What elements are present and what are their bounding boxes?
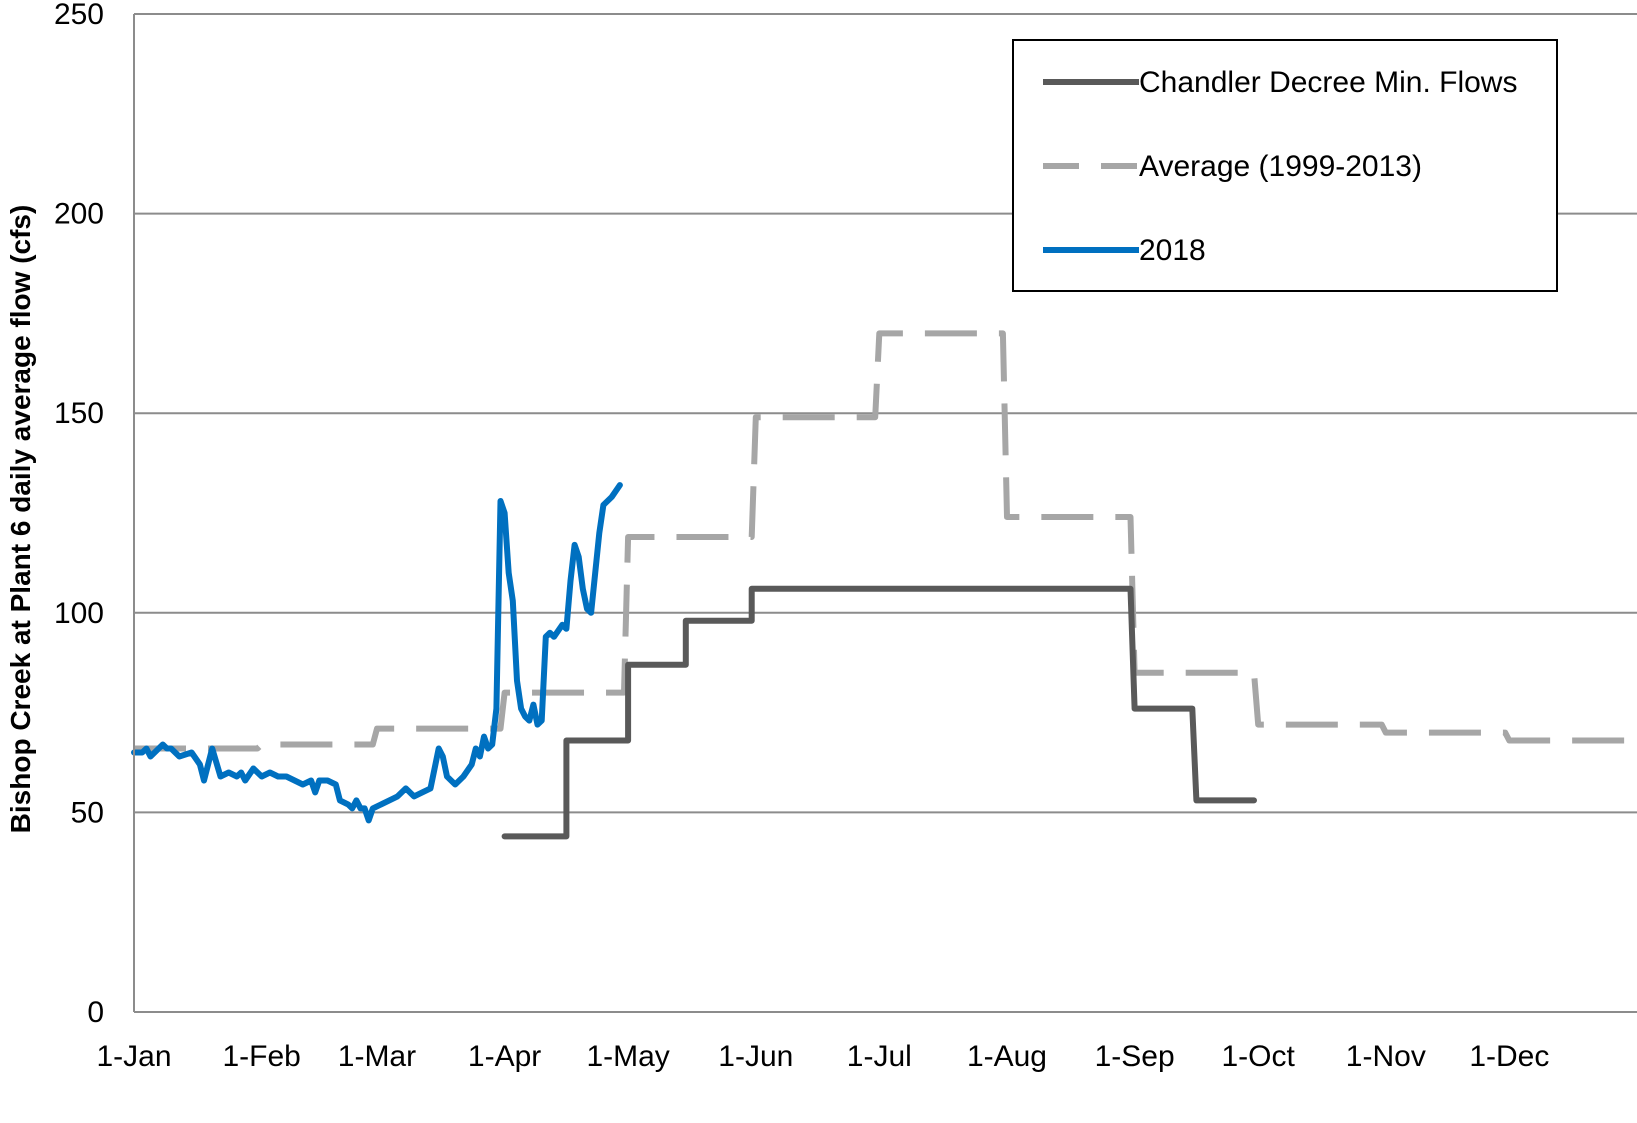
y-tick-label: 200 [54,198,104,231]
series-layer [131,330,1633,840]
x-tick-label: 1-Nov [1346,1040,1426,1073]
x-tick-label: 1-Feb [222,1040,300,1073]
x-tick-label: 1-Jan [96,1040,171,1073]
x-tick-label: 1-Jul [847,1040,912,1073]
series-line-1 [134,330,1633,752]
y-tick-label: 50 [71,796,104,829]
x-tick-label: 1-Mar [338,1040,416,1073]
x-tick-label: 1-Oct [1221,1040,1295,1073]
y-tick-label: 0 [87,996,104,1029]
legend: Chandler Decree Min. Flows Average (1999-… [1012,39,1558,292]
axes [133,14,1637,1013]
y-axis-title: Bishop Creek at Plant 6 daily average fl… [5,205,36,834]
x-tick-label: 1-Jun [718,1040,793,1073]
series-line-0 [501,585,1257,840]
x-tick-label: 1-Apr [468,1040,541,1073]
y-tick-label: 100 [54,597,104,630]
y-tick-label: 150 [54,397,104,430]
x-tick-label: 1-Aug [967,1040,1047,1073]
legend-label: 2018 [1139,234,1206,267]
x-tick-label: 1-Dec [1469,1040,1549,1073]
legend-label: Average (1999-2013) [1139,150,1422,183]
tick-labels: 0 50 100 150 200 250 1-Jan 1-Feb 1-Mar 1-Apr 1-May… [54,0,1549,1073]
series-line-2 [131,482,623,824]
x-tick-label: 1-Sep [1095,1040,1175,1073]
y-tick-label: 250 [54,0,104,31]
x-tick-label: 1-May [586,1040,669,1073]
legend-label: Chandler Decree Min. Flows [1139,66,1517,99]
